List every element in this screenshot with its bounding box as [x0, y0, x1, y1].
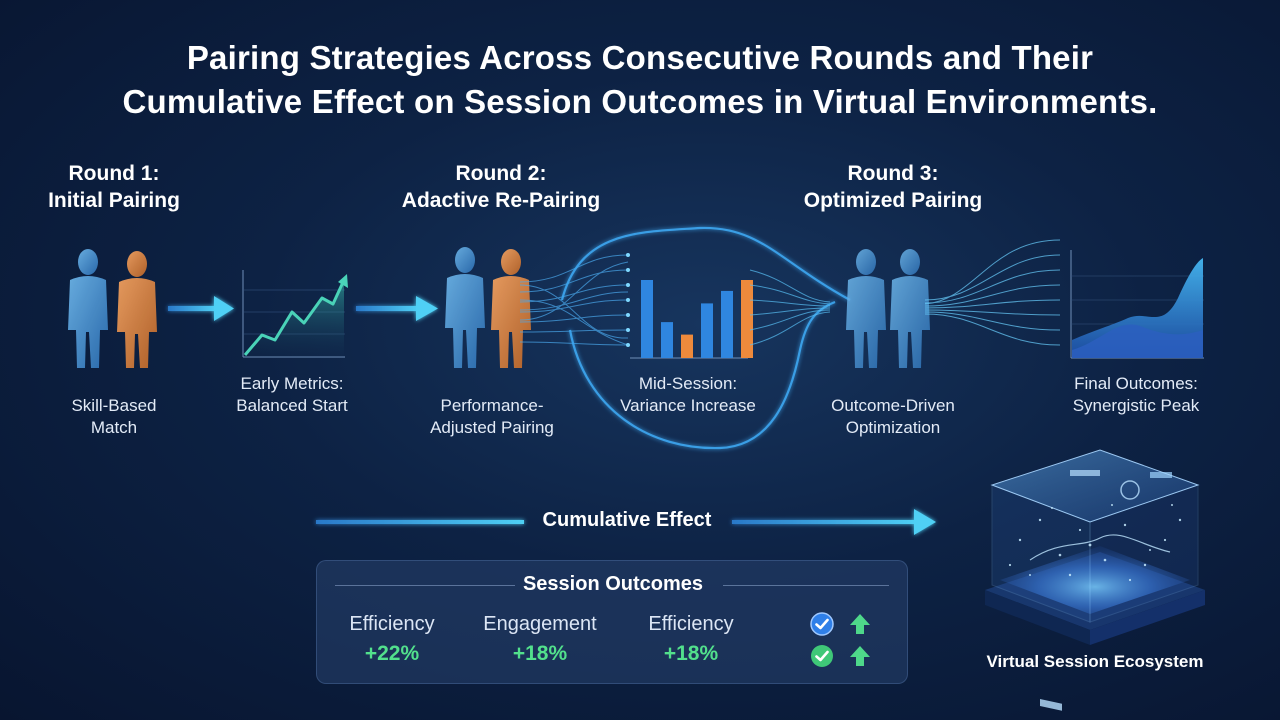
caption-line: Early Metrics: [240, 374, 344, 393]
arrow-right-icon-2 [356, 296, 438, 321]
bar-5 [721, 290, 733, 358]
title-line-2: Cumulative Effect on Session Outcomes in… [122, 83, 1158, 120]
bar-6 [741, 280, 753, 358]
caption-line: Adjusted Pairing [430, 418, 554, 437]
session-outcomes-title: Session Outcomes [522, 573, 704, 595]
caption-mid-session: Mid-Session: Variance Increase [606, 373, 770, 417]
caption-outcome-driven: Outcome-Driven Optimization [810, 395, 976, 439]
panel-divider-left [335, 585, 515, 586]
round3-person-right [890, 249, 930, 368]
convergence-lines-right [924, 239, 1061, 346]
session-outcomes-panel: Session Outcomes Efficiency +22% Engagem… [316, 560, 908, 684]
round3-person-left [846, 249, 886, 368]
caption-line: Optimization [845, 418, 941, 437]
caption-early-metrics: Early Metrics: Balanced Start [218, 373, 366, 417]
round-1-heading: Round 1: Initial Pairing [24, 160, 204, 214]
bar-1 [641, 280, 653, 358]
bar-2 [661, 322, 673, 358]
metric-value: +18% [512, 642, 568, 665]
metric-label: Efficiency [349, 613, 435, 635]
metric-efficiency-1: Efficiency +22% [317, 613, 467, 666]
arrow-right-icon-1 [168, 296, 234, 321]
round-2-name: Adactive Re-Pairing [401, 189, 601, 212]
up-arrow-icon [850, 614, 870, 634]
round2-person-orange [491, 249, 531, 368]
title-line-1: Pairing Strategies Across Consecutive Ro… [186, 39, 1094, 76]
virtual-ecosystem-cube [985, 449, 1205, 711]
bar-3 [681, 334, 693, 358]
round-3-number: Round 3: [847, 162, 939, 185]
network-flow-lines [519, 254, 629, 346]
caption-line: Skill-Based [71, 396, 157, 415]
metric-label: Efficiency [648, 613, 734, 635]
caption-line: Mid-Session: [638, 374, 738, 393]
ecosystem-label: Virtual Session Ecosystem [986, 652, 1204, 671]
convergence-lines-left [749, 269, 831, 346]
round1-person-blue [68, 249, 108, 368]
page-title: Pairing Strategies Across Consecutive Ro… [0, 36, 1280, 124]
cumulative-effect-label: Cumulative Effect [542, 509, 712, 531]
network-nodes [626, 253, 630, 347]
metric-value: +22% [364, 642, 420, 665]
metric-value: +18% [663, 642, 719, 665]
round-2-heading: Round 2: Adactive Re-Pairing [380, 160, 622, 214]
mid-session-bar-chart [630, 280, 753, 359]
check-circle-blue-icon [810, 612, 834, 636]
round-3-name: Optimized Pairing [803, 189, 983, 212]
round-1-number: Round 1: [68, 162, 160, 185]
caption-skill-based-match: Skill-Based Match [44, 395, 184, 439]
caption-line: Outcome-Driven [831, 396, 955, 415]
metric-engagement: Engagement +18% [465, 613, 615, 666]
caption-line: Final Outcomes: [1074, 374, 1198, 393]
caption-line: Balanced Start [236, 396, 348, 415]
caption-line: Synergistic Peak [1072, 396, 1200, 415]
bar-4 [701, 303, 713, 358]
round-1-name: Initial Pairing [48, 189, 180, 212]
check-circle-green-icon [811, 645, 833, 667]
metric-label: Engagement [483, 613, 597, 635]
caption-line: Match [90, 418, 138, 437]
round-3-heading: Round 3: Optimized Pairing [782, 160, 1004, 214]
round2-person-blue [445, 247, 485, 368]
caption-line: Performance- [440, 396, 544, 415]
caption-line: Variance Increase [620, 396, 756, 415]
panel-divider-right [723, 585, 889, 586]
early-metrics-line-chart [242, 270, 348, 358]
round1-person-orange [117, 251, 157, 368]
up-arrow-icon [850, 646, 870, 666]
round-2-number: Round 2: [455, 162, 547, 185]
cumulative-arrow [316, 509, 936, 535]
caption-final-outcomes: Final Outcomes: Synergistic Peak [1056, 373, 1216, 417]
caption-performance-adjusted: Performance- Adjusted Pairing [412, 395, 572, 439]
metric-efficiency-2: Efficiency +18% [616, 613, 766, 666]
final-outcomes-area-chart [1070, 250, 1204, 359]
glowing-loop [560, 226, 851, 450]
